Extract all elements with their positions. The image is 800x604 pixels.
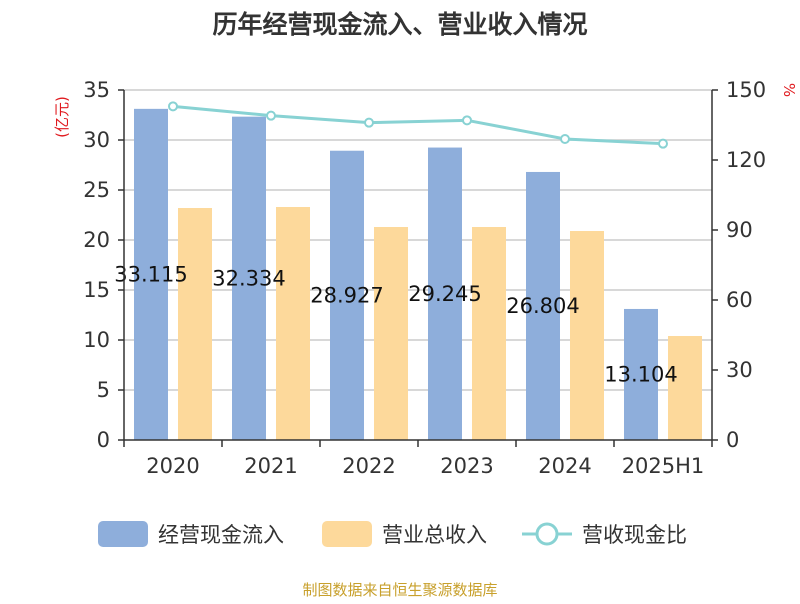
legend-label: 营收现金比 (582, 523, 687, 547)
left-axis-tick-label: 25 (83, 178, 110, 202)
left-axis-tick-label: 0 (97, 428, 110, 452)
left-axis-tick-label: 20 (83, 228, 110, 252)
ratio-line-group (168, 101, 668, 149)
cash-inflow-bar (232, 116, 266, 440)
data-source: 制图数据来自恒生聚源数据库 (302, 581, 497, 599)
data-labels-group: 33.115 32.334 28.927 29.245 26.804 13.104 (114, 262, 677, 386)
left-axis-tick-label: 10 (83, 328, 110, 352)
cash-inflow-data-label: 33.115 (114, 262, 187, 286)
legend-swatch (322, 521, 372, 547)
revenue-bar (276, 207, 310, 440)
cash-inflow-data-label: 32.334 (212, 266, 285, 290)
ratio-point (168, 101, 178, 112)
revenue-bar (570, 231, 604, 440)
revenue-bar (178, 208, 212, 440)
cash-inflow-bar (428, 147, 462, 441)
left-axis-unit: (亿元) (53, 96, 71, 138)
x-axis-tick-label: 2023 (440, 454, 493, 478)
ratio-point (462, 115, 472, 126)
right-axis-unit: % (780, 83, 798, 97)
cash-inflow-bar (526, 171, 560, 440)
right-axis-tick-label: 60 (726, 288, 753, 312)
legend-label: 营业总收入 (382, 523, 487, 547)
legend: 经营现金流入 营业总收入 营收现金比 (98, 521, 687, 547)
ratio-point (266, 110, 276, 121)
x-axis-tick-label: 2025H1 (622, 454, 705, 478)
cash-inflow-bar (134, 108, 168, 440)
legend-line-marker (535, 522, 559, 546)
x-axis-tick-label: 2021 (244, 454, 297, 478)
right-axis-tick-label: 150 (726, 78, 766, 102)
x-axis-tick-label: 2024 (538, 454, 591, 478)
right-axis-tick-label: 0 (726, 428, 739, 452)
x-axis-tick-label: 2022 (342, 454, 395, 478)
left-axis-tick-label: 5 (97, 378, 110, 402)
ratio-point (560, 134, 570, 144)
left-axis-tick-label: 30 (83, 128, 110, 152)
ratio-point (658, 138, 668, 149)
ratio-line (172, 104, 664, 146)
legend-swatch (98, 521, 148, 547)
revenue-bar (668, 336, 702, 440)
cash-inflow-bar (624, 308, 658, 440)
grid-lines (124, 89, 712, 391)
revenue-bar (374, 227, 408, 440)
x-axis-tick-label: 2020 (146, 454, 199, 478)
right-axis-tick-label: 90 (726, 218, 753, 242)
cash-inflow-data-label: 13.104 (604, 362, 677, 386)
legend-label: 经营现金流入 (158, 523, 284, 547)
ratio-point (364, 117, 374, 128)
left-axis-tick-label: 15 (83, 278, 110, 302)
cash-inflow-data-label: 28.927 (310, 283, 383, 307)
revenue-bar (472, 227, 506, 440)
right-axis-tick-label: 30 (726, 358, 753, 382)
cash-inflow-data-label: 29.245 (408, 282, 481, 306)
right-axis-tick-label: 120 (726, 148, 766, 172)
cash-inflow-data-label: 26.804 (506, 294, 579, 318)
bars-group (134, 108, 702, 441)
cash-inflow-bar (330, 150, 364, 441)
left-axis-tick-label: 35 (83, 78, 110, 102)
axes-group: 0 5 10 15 20 25 30 35 0 30 60 90 120 150 2020 2021 2022 2… (83, 78, 766, 478)
chart-title: 历年经营现金流入、营业收入情况 (212, 10, 587, 39)
